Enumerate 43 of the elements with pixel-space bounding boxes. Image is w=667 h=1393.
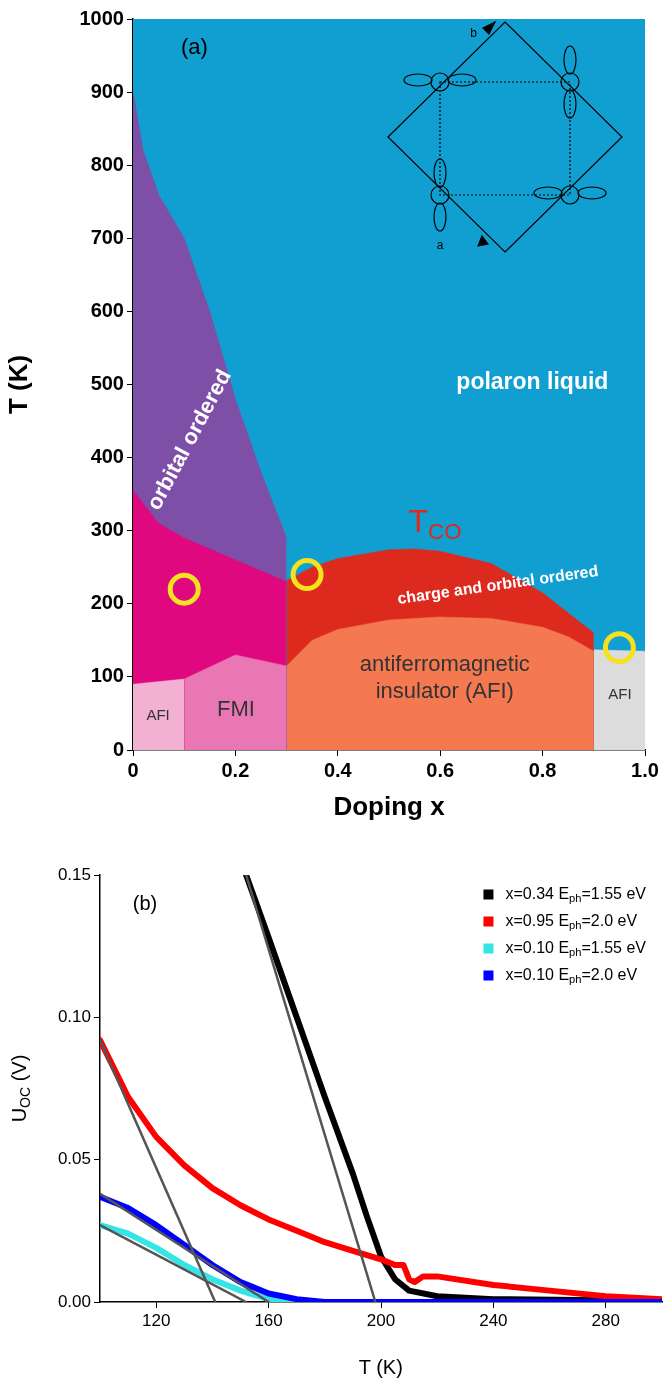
x-tick-label: 160 bbox=[254, 1310, 283, 1330]
y-tick-label: 0.10 bbox=[57, 1007, 91, 1027]
x-axis-title: Doping x bbox=[333, 791, 446, 822]
annotation: b bbox=[470, 25, 478, 40]
x-tick-label: 240 bbox=[479, 1310, 508, 1330]
y-tick-label: 0 bbox=[112, 737, 124, 760]
y-tick-label: 0.00 bbox=[57, 1291, 91, 1311]
y-tick-label: 800 bbox=[90, 152, 124, 175]
x-tick-label: 120 bbox=[142, 1310, 171, 1330]
annotation: (a) bbox=[181, 34, 208, 60]
x-tick-label: 0.6 bbox=[426, 758, 455, 781]
annotation: AFI bbox=[146, 705, 170, 723]
annotation: FMI bbox=[216, 695, 255, 721]
annotation: polaron liquid bbox=[456, 368, 609, 395]
point bbox=[602, 631, 636, 665]
x-tick-label: 0.2 bbox=[221, 758, 250, 781]
y-tick-label: 500 bbox=[90, 372, 124, 395]
annotation: charge and orbital ordered bbox=[396, 561, 600, 607]
y-tick-label: 400 bbox=[90, 445, 124, 468]
annotation: a bbox=[436, 237, 444, 252]
x-tick-label: 0 bbox=[127, 758, 139, 781]
point bbox=[167, 572, 201, 606]
x-axis-title: T (K) bbox=[358, 1355, 403, 1378]
y-tick-label: 700 bbox=[90, 225, 124, 248]
y-tick-label: 900 bbox=[90, 79, 124, 102]
x-tick-label: 200 bbox=[366, 1310, 396, 1330]
x-tick-label: 0.8 bbox=[528, 758, 557, 781]
y-tick-label: 300 bbox=[90, 518, 124, 541]
point bbox=[290, 558, 324, 592]
y-axis-title: UOC (V) bbox=[7, 1054, 33, 1123]
x-tick-label: 280 bbox=[591, 1310, 620, 1330]
x-tick-label: 0.4 bbox=[323, 758, 353, 781]
x-tick-label: 1.0 bbox=[631, 758, 659, 781]
y-axis-title: T (K) bbox=[3, 354, 34, 415]
annotation: antiferromagnetic insulator (AFI) bbox=[359, 651, 530, 703]
y-tick-label: 1000 bbox=[79, 6, 124, 29]
annotation: AFI bbox=[608, 684, 632, 702]
y-tick-label: 0.05 bbox=[57, 1149, 91, 1169]
y-tick-label: 100 bbox=[90, 664, 124, 687]
y-tick-label: 600 bbox=[90, 298, 124, 321]
y-tick-label: 200 bbox=[90, 591, 124, 614]
y-tick-label: 0.15 bbox=[57, 864, 91, 884]
annotation: (b) bbox=[132, 892, 158, 915]
